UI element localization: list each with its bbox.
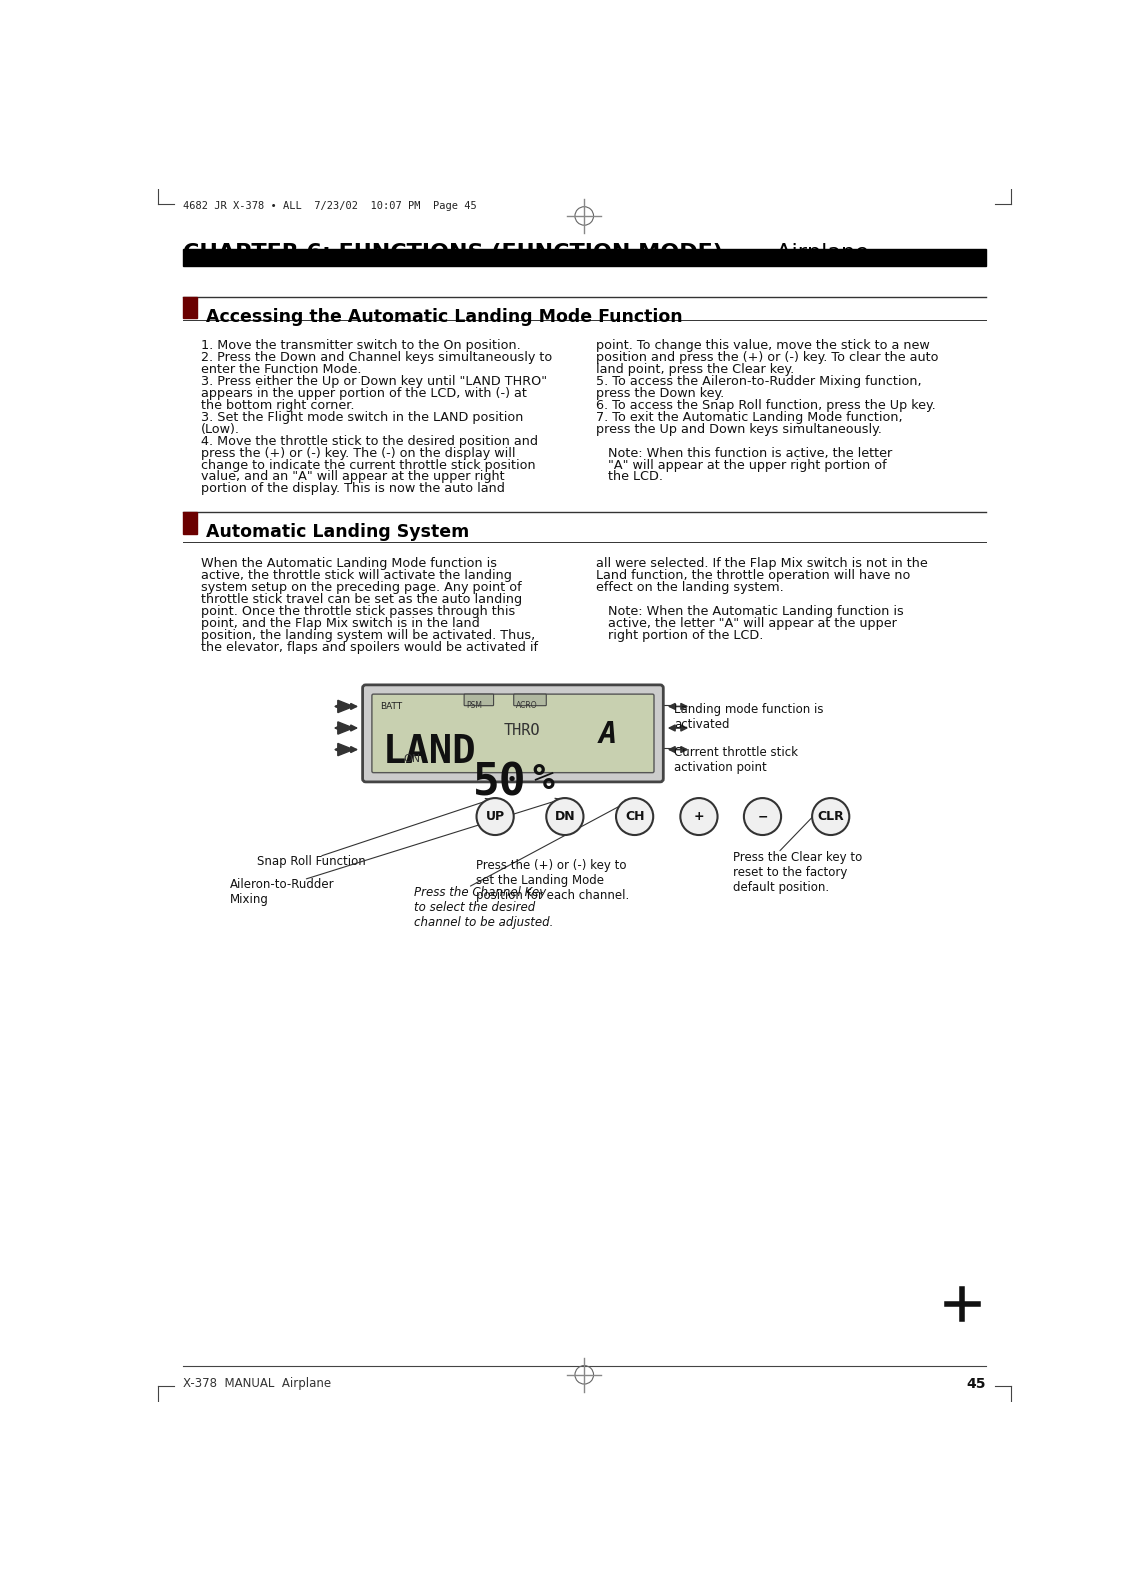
Bar bbox=[182, 296, 197, 318]
Text: 7. To exit the Automatic Landing Mode function,: 7. To exit the Automatic Landing Mode fu… bbox=[596, 411, 903, 424]
Text: appears in the upper portion of the LCD, with (-) at: appears in the upper portion of the LCD,… bbox=[201, 387, 527, 400]
Text: A: A bbox=[598, 720, 617, 750]
Text: point, and the Flap Mix switch is in the land: point, and the Flap Mix switch is in the… bbox=[201, 617, 480, 630]
Text: Note: When this function is active, the letter: Note: When this function is active, the … bbox=[596, 447, 893, 460]
Text: (Low).: (Low). bbox=[201, 422, 239, 436]
Text: 6. To access the Snap Roll function, press the Up key.: 6. To access the Snap Roll function, pre… bbox=[596, 398, 936, 411]
Text: press the Down key.: press the Down key. bbox=[596, 387, 724, 400]
Text: UP: UP bbox=[486, 810, 505, 824]
Text: 1. Move the transmitter switch to the On position.: 1. Move the transmitter switch to the On… bbox=[201, 339, 520, 353]
Text: Snap Roll Function: Snap Roll Function bbox=[258, 855, 366, 868]
Bar bbox=[182, 512, 197, 534]
Text: active, the letter "A" will appear at the upper: active, the letter "A" will appear at th… bbox=[596, 617, 897, 630]
Text: ACRO: ACRO bbox=[516, 701, 538, 710]
Text: change to indicate the current throttle stick position: change to indicate the current throttle … bbox=[201, 458, 536, 471]
Polygon shape bbox=[337, 743, 353, 756]
Text: land point, press the Clear key.: land point, press the Clear key. bbox=[596, 362, 795, 376]
Circle shape bbox=[812, 799, 849, 835]
Polygon shape bbox=[337, 701, 353, 712]
Text: throttle stick travel can be set as the auto landing: throttle stick travel can be set as the … bbox=[201, 592, 522, 606]
Circle shape bbox=[681, 799, 717, 835]
Text: 3. Set the Flight mode switch in the LAND position: 3. Set the Flight mode switch in the LAN… bbox=[201, 411, 523, 424]
Text: LAND: LAND bbox=[383, 732, 477, 770]
Text: the bottom right corner.: the bottom right corner. bbox=[201, 398, 355, 411]
Text: PSM: PSM bbox=[466, 701, 482, 710]
Text: all were selected. If the Flap Mix switch is not in the: all were selected. If the Flap Mix switc… bbox=[596, 558, 928, 570]
Text: X-378  MANUAL  Airplane: X-378 MANUAL Airplane bbox=[182, 1377, 331, 1391]
Text: press the (+) or (-) key. The (-) on the display will: press the (+) or (-) key. The (-) on the… bbox=[201, 447, 515, 460]
Text: Landing mode function is
activated: Landing mode function is activated bbox=[674, 702, 823, 731]
Text: Automatic Landing System: Automatic Landing System bbox=[206, 523, 470, 542]
Circle shape bbox=[546, 799, 584, 835]
Text: −: − bbox=[757, 810, 767, 824]
Text: "A" will appear at the upper right portion of: "A" will appear at the upper right porti… bbox=[596, 458, 887, 471]
Text: 50: 50 bbox=[473, 762, 527, 805]
Text: 2. Press the Down and Channel keys simultaneously to: 2. Press the Down and Channel keys simul… bbox=[201, 351, 552, 364]
Text: Accessing the Automatic Landing Mode Function: Accessing the Automatic Landing Mode Fun… bbox=[206, 307, 683, 326]
Polygon shape bbox=[337, 721, 353, 734]
Text: press the Up and Down keys simultaneously.: press the Up and Down keys simultaneousl… bbox=[596, 422, 881, 436]
Text: CH: CH bbox=[625, 810, 644, 824]
Text: active, the throttle stick will activate the landing: active, the throttle stick will activate… bbox=[201, 569, 512, 583]
Text: DN: DN bbox=[554, 810, 576, 824]
Text: the elevator, flaps and spoilers would be activated if: the elevator, flaps and spoilers would b… bbox=[201, 641, 538, 654]
Text: the LCD.: the LCD. bbox=[596, 471, 662, 484]
Text: 5. To access the Aileron-to-Rudder Mixing function,: 5. To access the Aileron-to-Rudder Mixin… bbox=[596, 375, 921, 387]
Text: 45: 45 bbox=[967, 1377, 986, 1391]
Bar bbox=[182, 249, 986, 266]
Text: 4. Move the throttle stick to the desired position and: 4. Move the throttle stick to the desire… bbox=[201, 435, 538, 447]
Text: Press the (+) or (-) key to
set the Landing Mode
position for each channel.: Press the (+) or (-) key to set the Land… bbox=[475, 858, 629, 902]
Text: point. To change this value, move the stick to a new: point. To change this value, move the st… bbox=[596, 339, 929, 353]
Text: 3. Press either the Up or Down key until "LAND THRO": 3. Press either the Up or Down key until… bbox=[201, 375, 547, 387]
Text: effect on the landing system.: effect on the landing system. bbox=[596, 581, 783, 594]
FancyBboxPatch shape bbox=[514, 695, 546, 706]
Circle shape bbox=[744, 799, 781, 835]
Text: enter the Function Mode.: enter the Function Mode. bbox=[201, 362, 361, 376]
Text: Aileron-to-Rudder
Mixing: Aileron-to-Rudder Mixing bbox=[230, 879, 335, 906]
Text: Note: When the Automatic Landing function is: Note: When the Automatic Landing functio… bbox=[596, 605, 904, 617]
Circle shape bbox=[477, 799, 514, 835]
Text: right portion of the LCD.: right portion of the LCD. bbox=[596, 628, 764, 641]
Text: Press the Clear key to
reset to the factory
default position.: Press the Clear key to reset to the fact… bbox=[733, 850, 862, 895]
Text: · Airplane: · Airplane bbox=[755, 243, 869, 263]
Text: 4682 JR X-378 • ALL  7/23/02  10:07 PM  Page 45: 4682 JR X-378 • ALL 7/23/02 10:07 PM Pag… bbox=[182, 202, 477, 211]
Text: Land function, the throttle operation will have no: Land function, the throttle operation wi… bbox=[596, 569, 910, 583]
Text: When the Automatic Landing Mode function is: When the Automatic Landing Mode function… bbox=[201, 558, 497, 570]
Text: portion of the display. This is now the auto land: portion of the display. This is now the … bbox=[201, 482, 505, 496]
Text: +: + bbox=[693, 810, 705, 824]
Text: point. Once the throttle stick passes through this: point. Once the throttle stick passes th… bbox=[201, 605, 515, 617]
Text: THRO: THRO bbox=[504, 723, 540, 739]
Text: ON: ON bbox=[402, 754, 420, 764]
Text: CLR: CLR bbox=[817, 810, 844, 824]
Text: position and press the (+) or (-) key. To clear the auto: position and press the (+) or (-) key. T… bbox=[596, 351, 938, 364]
Text: Current throttle stick
activation point: Current throttle stick activation point bbox=[674, 745, 798, 773]
Text: value, and an "A" will appear at the upper right: value, and an "A" will appear at the upp… bbox=[201, 471, 504, 484]
Text: position, the landing system will be activated. Thus,: position, the landing system will be act… bbox=[201, 628, 535, 641]
FancyBboxPatch shape bbox=[464, 695, 494, 706]
Circle shape bbox=[616, 799, 653, 835]
Text: system setup on the preceding page. Any point of: system setup on the preceding page. Any … bbox=[201, 581, 521, 594]
FancyBboxPatch shape bbox=[372, 695, 654, 773]
Text: %: % bbox=[532, 762, 554, 795]
Text: BATT: BATT bbox=[380, 702, 401, 710]
FancyBboxPatch shape bbox=[363, 685, 663, 781]
Text: CHAPTER 6: FUNCTIONS (FUNCTION MODE): CHAPTER 6: FUNCTIONS (FUNCTION MODE) bbox=[182, 243, 723, 263]
Text: Press the Channel Key
to select the desired
channel to be adjusted.: Press the Channel Key to select the desi… bbox=[414, 885, 553, 929]
